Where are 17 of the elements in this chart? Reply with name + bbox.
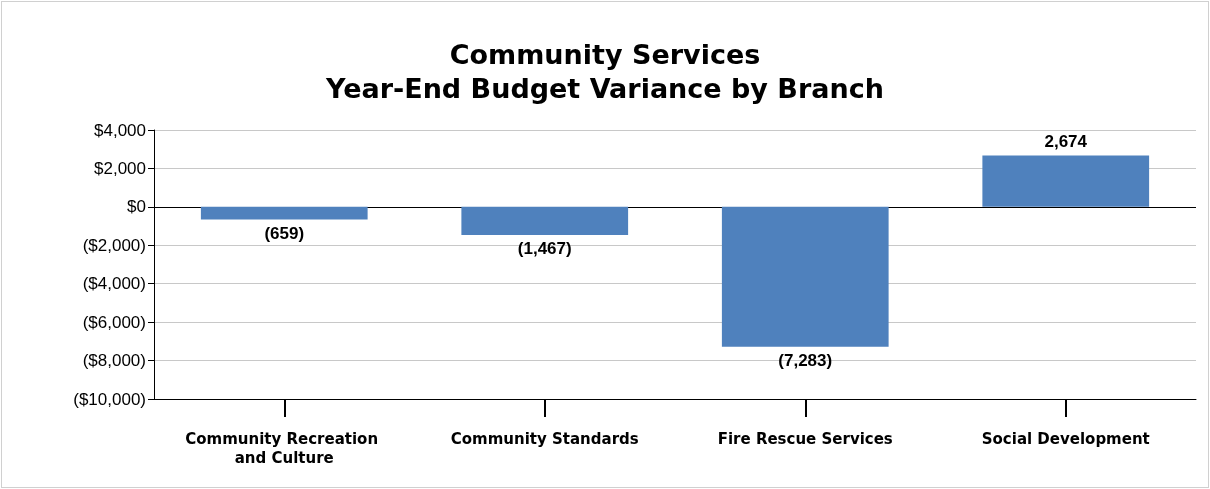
data-label: (7,283) [778, 350, 833, 370]
y-tick-label: ($6,000) [82, 312, 146, 332]
x-tick-label: Fire Rescue Services [717, 429, 893, 448]
y-tick-label: ($4,000) [82, 274, 146, 294]
y-tick-label: ($8,000) [82, 351, 146, 371]
y-tick-label: $4,000 [94, 120, 146, 140]
data-label: (1,467) [517, 239, 572, 259]
y-tick-label: ($2,000) [82, 235, 146, 255]
chart-title: Community Services Year-End Budget Variance by Branch [325, 38, 884, 104]
y-tick-label: ($10,000) [73, 389, 146, 409]
y-tick-label: $2,000 [94, 158, 146, 178]
x-tick-label: Community Standards [450, 429, 639, 448]
data-label: (659) [264, 223, 305, 243]
y-tick-label: $0 [127, 197, 146, 217]
x-tick-label: Community Recreation and Culture [185, 429, 384, 467]
data-label: 2,674 [1044, 132, 1088, 152]
x-tick-label: Social Development [981, 429, 1150, 448]
